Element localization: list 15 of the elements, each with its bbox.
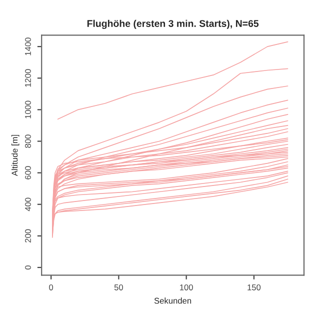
chart-title: Flughöhe (ersten 3 min. Starts), N=65 (87, 20, 259, 29)
y-tick-label: 400 (25, 198, 31, 212)
y-axis-title: Altitude [m] (11, 134, 20, 176)
y-tick-label: 600 (25, 166, 31, 180)
y-tick-label: 800 (25, 134, 31, 148)
y-tick-label: 1400 (25, 38, 31, 56)
x-tick-label: 150 (248, 284, 261, 290)
y-tick-label: 1200 (25, 69, 31, 87)
x-tick-label: 50 (114, 284, 124, 290)
x-tick-label: 0 (49, 284, 54, 290)
y-tick-label: 0 (25, 265, 31, 270)
y-tick-label: 1000 (25, 100, 31, 118)
x-axis-title: Sekunden (154, 298, 192, 304)
x-tick-label: 100 (180, 284, 193, 290)
y-tick-label: 200 (25, 229, 31, 242)
